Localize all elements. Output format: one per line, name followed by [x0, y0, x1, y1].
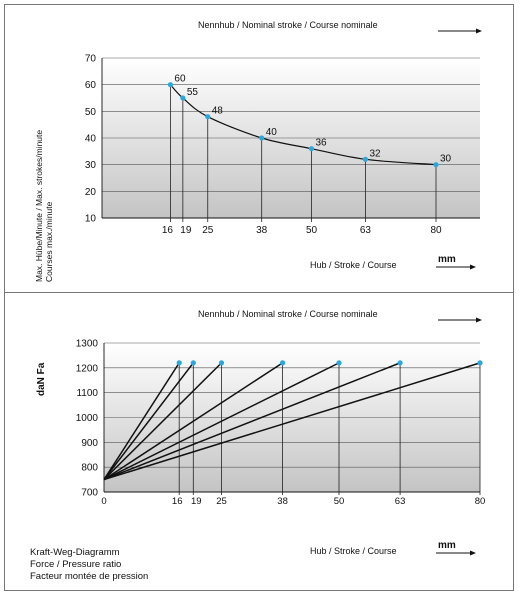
bottom-force-line: [103, 362, 223, 481]
bottom-drop-lines: [178, 362, 481, 495]
bottom-x-tick-label: 0: [101, 496, 106, 507]
top-y-tick-label: 60: [85, 80, 97, 91]
bottom-x-tick-label: 19: [191, 496, 202, 507]
top-x-tick-label: 25: [202, 225, 214, 236]
unit-label-bottom: mm: [438, 540, 456, 551]
top-data-label: 60: [174, 74, 186, 85]
arrow-right-icon: [436, 264, 476, 270]
top-drop-lines: [169, 84, 437, 222]
bottom-y-tick-label: 900: [81, 438, 98, 449]
bottom-data-point: [336, 360, 342, 366]
bottom-y-tick-label: 1200: [76, 363, 99, 374]
bottom-data-point: [280, 360, 286, 366]
bottom-data-point: [397, 360, 403, 366]
bottom-force-line: [103, 362, 284, 481]
bottom-x-ticks: 0 16 19 25 38 50 63 80: [101, 496, 485, 507]
top-data-label: 48: [212, 106, 224, 117]
top-data-label: 32: [369, 148, 381, 159]
bottom-points: [176, 360, 483, 366]
bottom-data-point: [176, 360, 182, 366]
bottom-force-line: [103, 362, 340, 481]
stroke-label-top: Hub / Stroke / Course: [310, 260, 397, 270]
top-y-axis-label-line1: Max. Hübe/Minute / Max. strokes/minute: [34, 130, 44, 282]
top-y-tick-label: 40: [85, 134, 97, 145]
top-data-label: 55: [187, 87, 199, 98]
caption-line-en: Force / Pressure ratio: [30, 559, 122, 570]
top-data-point: [180, 95, 186, 101]
arrow-right-icon: [436, 550, 476, 556]
unit-label-top: mm: [438, 254, 456, 265]
top-data-point: [308, 146, 315, 152]
bottom-y-tick-label: 700: [81, 488, 98, 499]
top-y-tick-label: 50: [85, 107, 97, 118]
figure-frame: [4, 4, 514, 591]
bottom-force-line: [103, 362, 194, 481]
top-data-label: 30: [440, 154, 452, 165]
top-y-tick-label: 70: [85, 54, 97, 65]
bottom-data-point: [218, 360, 225, 366]
top-axes: [101, 58, 480, 219]
panel-divider: [4, 292, 514, 293]
bottom-y-tick-label: 1000: [76, 413, 99, 424]
top-x-tick-label: 80: [430, 225, 442, 236]
bottom-y-tick-label: 1100: [76, 388, 98, 399]
top-data-label: 36: [316, 138, 328, 149]
bottom-x-tick-label: 16: [172, 496, 183, 507]
top-data-point: [362, 156, 369, 162]
top-y-tick-label: 20: [85, 187, 97, 198]
top-x-tick-label: 38: [256, 225, 268, 236]
bottom-y-ticks: 700 800 900 1000 1100 1200 1300: [76, 339, 99, 499]
top-data-point: [259, 135, 265, 141]
top-y-axis-label-line2: Courses max./minute: [44, 201, 54, 282]
bottom-data-point: [477, 360, 483, 366]
top-data-point: [205, 114, 211, 120]
arrow-right-icon: [438, 28, 482, 34]
bottom-x-tick-label: 50: [334, 496, 345, 507]
bottom-force-line: [103, 362, 481, 481]
stroke-label-bottom: Hub / Stroke / Course: [310, 546, 397, 556]
top-x-tick-label: 19: [180, 225, 192, 236]
top-y-ticks: 10 20 30 40 50 60 70: [85, 54, 97, 225]
top-data-label: 40: [266, 127, 278, 138]
caption-line-de: Kraft-Weg-Diagramm: [30, 547, 120, 558]
top-data-point: [167, 82, 173, 88]
top-x-tick-label: 16: [162, 225, 174, 236]
bottom-x-tick-label: 80: [475, 496, 486, 507]
bottom-force-line: [103, 362, 401, 481]
nominal-stroke-label-bottom: Nennhub / Nominal stroke / Course nomina…: [198, 309, 378, 319]
arrow-right-icon: [438, 317, 482, 323]
bottom-x-tick-label: 38: [277, 496, 288, 507]
caption-line-fr: Facteur montée de pression: [30, 571, 149, 582]
bottom-force-line: [103, 362, 180, 480]
top-y-tick-label: 30: [85, 160, 97, 171]
bottom-data-point: [190, 360, 196, 366]
top-data-point: [433, 162, 439, 168]
top-x-tick-label: 63: [360, 225, 372, 236]
top-y-tick-label: 10: [85, 214, 97, 225]
bottom-x-tick-label: 63: [395, 496, 406, 507]
top-x-ticks: 16 19 25 38 50 63 80: [162, 225, 442, 236]
nominal-stroke-label-top: Nennhub / Nominal stroke / Course nomina…: [198, 20, 378, 30]
bottom-y-tick-label: 1300: [76, 339, 99, 350]
bottom-force-lines: [103, 362, 481, 481]
bottom-y-axis-label: daN Fa: [36, 362, 47, 396]
bottom-y-tick-label: 800: [81, 463, 98, 474]
bottom-x-tick-label: 25: [216, 496, 227, 507]
top-x-tick-label: 50: [306, 225, 318, 236]
bottom-axes: [103, 343, 480, 493]
